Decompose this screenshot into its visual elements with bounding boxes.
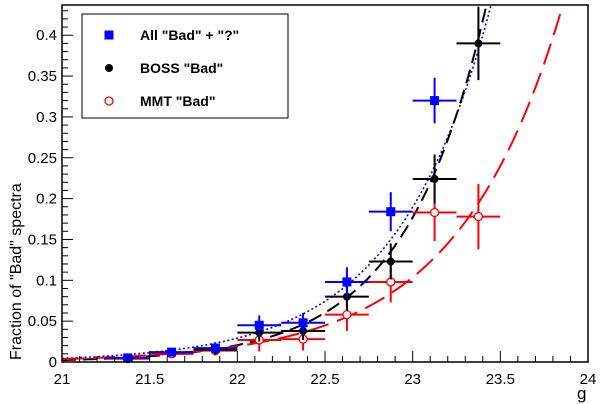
x-axis: 21 21.5 22 22.5 23 23.5 24	[54, 351, 597, 388]
x-tick-label: 22	[229, 371, 246, 388]
data-point	[429, 207, 440, 218]
legend: All "Bad" + "?" BOSS "Bad" MMT "Bad"	[81, 13, 289, 119]
data-points	[105, 6, 501, 364]
legend-marker	[104, 96, 114, 106]
data-point	[210, 343, 220, 353]
x-tick-label: 23.5	[486, 371, 515, 388]
y-axis: 0 0.05 0.1 0.15 0.2 0.25 0.3 0.35 0.4	[28, 10, 73, 371]
x-tick-label: 22.5	[310, 371, 339, 388]
y-tick-label: 0	[49, 354, 57, 371]
fit-curve	[61, 4, 564, 361]
legend-box	[81, 13, 289, 119]
data-point	[386, 207, 396, 217]
data-point	[298, 318, 308, 328]
data-point	[342, 309, 352, 320]
y-tick-label: 0.1	[36, 272, 57, 289]
x-axis-label: g	[577, 384, 586, 403]
x-tick-label: 23	[404, 371, 421, 388]
data-point	[430, 175, 439, 184]
y-tick-label: 0.35	[28, 68, 57, 85]
data-point	[473, 211, 484, 222]
y-tick-label: 0.15	[28, 231, 57, 248]
y-tick-label: 0.2	[36, 191, 57, 208]
data-point	[474, 39, 483, 48]
y-tick-label: 0.25	[28, 150, 57, 167]
x-tick-label: 21	[54, 371, 71, 388]
legend-label: All "Bad" + "?"	[140, 27, 239, 43]
data-point	[254, 320, 264, 330]
data-point	[342, 277, 352, 287]
x-tick-label: 24	[580, 371, 597, 388]
y-tick-label: 0.05	[28, 313, 57, 330]
legend-marker	[104, 30, 114, 40]
x-tick-label: 21.5	[135, 371, 164, 388]
data-point	[386, 257, 395, 266]
legend-label: MMT "Bad"	[140, 93, 216, 109]
y-axis-label: Fraction of "Bad" spectra	[8, 183, 25, 360]
data-point	[123, 353, 133, 363]
y-tick-label: 0.4	[36, 27, 57, 44]
legend-marker	[105, 64, 113, 72]
y-tick-label: 0.3	[36, 109, 57, 126]
data-point	[167, 347, 177, 357]
legend-label: BOSS "Bad"	[140, 60, 223, 76]
data-point	[430, 96, 440, 106]
